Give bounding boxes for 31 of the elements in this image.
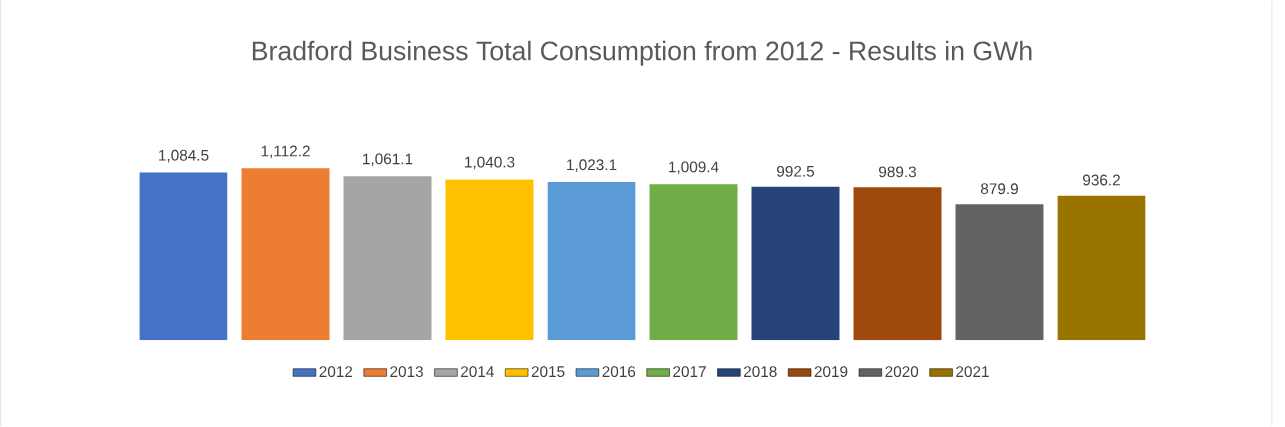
legend-label: 2017 bbox=[673, 366, 706, 378]
legend-label: 2012 bbox=[319, 366, 353, 378]
data-label: 1,009.4 bbox=[669, 161, 719, 175]
data-label: 992.5 bbox=[777, 166, 815, 177]
legend-label: 2014 bbox=[461, 366, 494, 378]
bar bbox=[853, 187, 942, 341]
data-label: 1,040.3 bbox=[465, 156, 515, 170]
bar bbox=[1057, 195, 1146, 341]
legend-label: 2019 bbox=[814, 366, 848, 378]
data-label: 1,084.5 bbox=[159, 150, 209, 163]
bar bbox=[955, 204, 1044, 341]
legend-label: 2013 bbox=[390, 366, 423, 378]
bar bbox=[139, 172, 228, 341]
data-label: 936.2 bbox=[1083, 174, 1120, 186]
data-label: 1,023.1 bbox=[567, 159, 617, 173]
bar bbox=[649, 184, 738, 341]
bar bbox=[445, 179, 534, 341]
bar bbox=[241, 168, 330, 341]
legend-label: 2015 bbox=[531, 366, 565, 378]
chart-title: Bradford Business Total Consumption from 2012 - Results in GWh bbox=[252, 41, 1032, 66]
data-label: 1,112.2 bbox=[261, 145, 310, 159]
data-label: 989.3 bbox=[879, 166, 916, 178]
data-label: 879.9 bbox=[980, 183, 1018, 195]
legend-label: 2020 bbox=[885, 366, 919, 378]
bar bbox=[751, 187, 840, 341]
bar bbox=[547, 182, 636, 341]
data-label: 1,061.1 bbox=[363, 153, 413, 167]
legend-label: 2018 bbox=[743, 366, 777, 378]
bar bbox=[343, 176, 432, 341]
legend-label: 2021 bbox=[956, 366, 989, 378]
legend-label: 2016 bbox=[602, 366, 636, 378]
